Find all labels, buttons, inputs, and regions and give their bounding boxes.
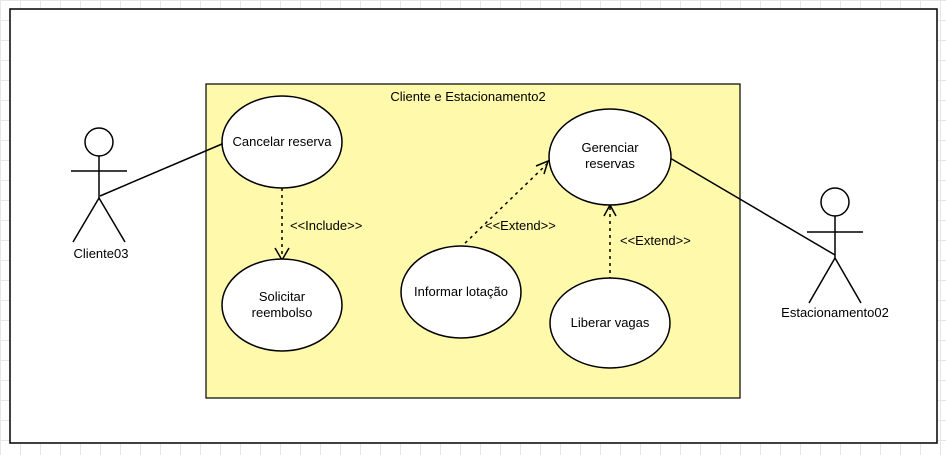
association-cliente-cancelar	[99, 143, 223, 197]
actor-cliente03-head	[84, 127, 114, 157]
actor-cliente03-name: Cliente03	[74, 246, 129, 261]
use-case-informar-lotacao-label: Informar lotação	[414, 284, 508, 299]
association-estacionamento-gerenciar	[669, 157, 836, 256]
use-case-gerenciar-reservas-line2: reservas	[585, 156, 635, 171]
use-case-liberar-vagas-label: Liberar vagas	[571, 315, 650, 330]
extend-liberar-label: <<Extend>>	[620, 233, 691, 248]
use-case-solicitar-reembolso[interactable]	[221, 258, 343, 352]
use-case-solicitar-reembolso-line1: Solicitar	[259, 289, 306, 304]
use-case-liberar-vagas[interactable]	[549, 277, 671, 369]
actor-estacionamento02-right-leg	[834, 257, 862, 304]
use-case-solicitar-reembolso-line2: reembolso	[252, 305, 313, 320]
actor-estacionamento02-left-leg	[808, 257, 836, 304]
include-label: <<Include>>	[290, 218, 362, 233]
system-name: Cliente e Estacionamento2	[390, 89, 545, 104]
use-case-informar-lotacao[interactable]	[400, 245, 522, 339]
use-case-cancelar-reserva[interactable]	[221, 95, 343, 189]
actor-cliente03-right-leg	[98, 197, 126, 243]
actor-estacionamento02[interactable]	[807, 187, 863, 304]
actor-cliente03[interactable]	[71, 127, 127, 243]
extend-informar-arrowhead	[535, 159, 550, 175]
use-case-cancelar-reserva-label: Cancelar reserva	[233, 134, 333, 149]
actor-estacionamento02-head	[820, 187, 850, 217]
use-case-gerenciar-reservas-line1: Gerenciar	[581, 140, 639, 155]
actor-estacionamento02-name: Estacionamento02	[781, 305, 889, 320]
extend-informar-label: <<Extend>>	[485, 218, 556, 233]
use-case-gerenciar-reservas[interactable]	[548, 108, 672, 206]
actor-cliente03-left-leg	[72, 197, 100, 243]
